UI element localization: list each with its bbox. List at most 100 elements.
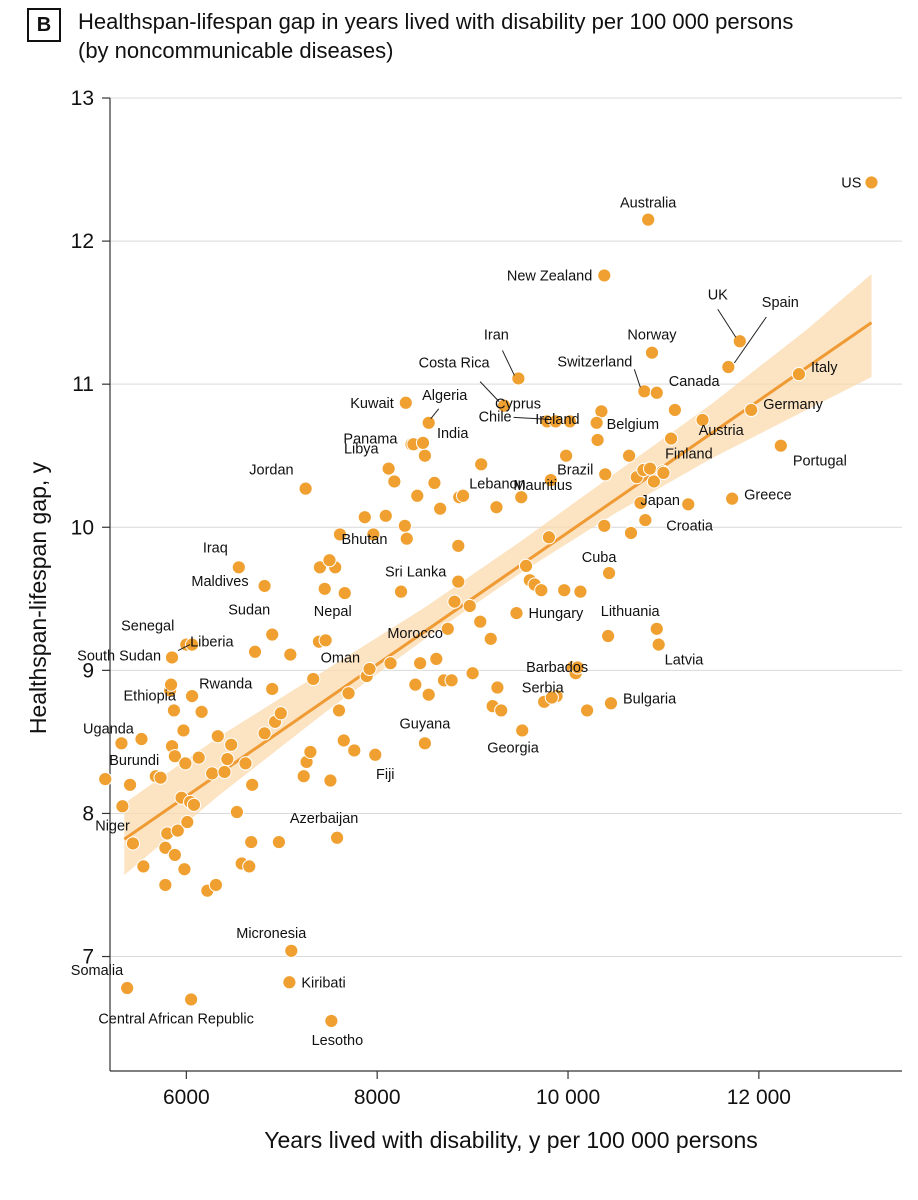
data-point-116 [646,474,662,489]
point-label: Jordan [249,463,293,479]
data-point-12 [167,847,182,863]
point-label: Mauritius [513,478,572,494]
data-point-germany [744,402,759,418]
data-point-india [415,435,431,450]
point-label: Cyprus [495,396,541,412]
point-label: Italy [811,360,838,376]
data-point-89 [490,680,505,695]
data-point-serbia [544,690,559,705]
point-label: Bhutan [341,532,387,548]
point-label: Canada [669,374,721,390]
data-point-43 [283,647,298,662]
data-point-73 [427,475,442,491]
data-point-42 [273,706,288,721]
data-point-84 [465,666,480,681]
data-point-35 [244,834,259,850]
x-axis-title: Years lived with disability, y per 100 0… [264,1127,758,1153]
data-point-norway [644,345,660,360]
leader-line [177,644,191,652]
data-point-70 [410,488,425,503]
point-label: Belgium [607,417,659,433]
data-point-guyana [417,736,432,751]
point-label: Maldives [191,574,248,590]
point-label: Greece [744,488,792,504]
data-point-69 [408,677,423,692]
axes: 7 8 9 10 11 12 13 6000 8000 10 000 12 000 [71,87,902,1109]
y-axis-title: Healthspan-lifespan gap, y [25,461,51,734]
data-point-107 [597,518,612,533]
data-point-90 [494,703,509,718]
data-point-canada [649,385,664,400]
data-point-92 [518,558,534,573]
data-point-31 [229,804,245,820]
data-point-80 [451,538,466,553]
gridlines [110,97,902,958]
data-point-libya [381,461,396,476]
data-point-67 [399,531,414,546]
data-point-95 [534,583,549,598]
point-label: Lebanon [469,476,525,492]
data-point-50 [317,581,332,596]
point-label: India [437,426,469,442]
data-point-99 [557,583,572,598]
data-point-mauritius [543,472,558,488]
point-label: Burundi [109,753,159,769]
confidence-band [124,274,872,875]
leader-line [733,316,767,364]
data-point-finland [663,431,679,446]
data-point-91 [514,490,529,505]
point-label: US [841,175,861,191]
point-label: Germany [763,397,823,413]
point-label: Portugal [793,454,847,470]
point-label: Azerbaijan [290,811,359,827]
data-point-66 [397,518,412,533]
y-tick-label-8: 8 [82,802,94,825]
point-label: Fiji [376,767,395,783]
data-point-85 [473,614,488,629]
leader-line [479,381,500,402]
data-point-chile [548,414,563,429]
data-point-iraq [231,560,246,575]
point-label: Sudan [228,603,270,619]
data-point-fiji [368,747,383,762]
data-points [98,175,879,1029]
data-point-105 [580,703,595,718]
data-point-54 [332,527,348,542]
point-labels: US Australia New Zealand UK Spain Norway Iran I… [71,175,862,1048]
point-label: Spain [762,295,799,311]
point-label: Norway [627,328,677,344]
data-point-74 [429,651,444,667]
point-label: Uganda [83,721,135,737]
point-label: Japan [640,493,680,509]
point-label: Nepal [314,604,352,620]
data-point-japan [656,465,671,480]
data-point-47 [306,671,321,687]
data-point-iran [511,371,526,386]
data-point-44 [296,769,311,784]
point-label: Somalia [71,963,124,979]
data-point-6 [158,877,173,893]
data-point-78 [444,673,459,688]
data-point-104 [573,584,588,599]
data-point-oman [318,633,333,648]
data-point-97 [541,530,557,545]
point-label: Lithuania [601,604,661,620]
data-point-88 [489,500,504,515]
data-point-13 [170,823,185,838]
data-point-18 [180,814,195,830]
data-point-belgium [589,415,604,430]
point-label: Latvia [665,653,705,669]
data-point-114 [638,513,653,528]
point-label: Barbados [526,660,588,676]
point-label: New Zealand [507,268,592,284]
point-label: Bulgaria [623,691,677,707]
data-point-22 [191,750,206,765]
data-point-3 [136,859,151,874]
data-point-62 [378,508,393,523]
x-tick-label-12000: 12 000 [727,1086,791,1109]
data-point-115 [642,461,658,476]
data-point-australia [641,212,656,227]
point-label: Central African Republic [98,1011,254,1027]
data-point-112 [633,495,648,511]
